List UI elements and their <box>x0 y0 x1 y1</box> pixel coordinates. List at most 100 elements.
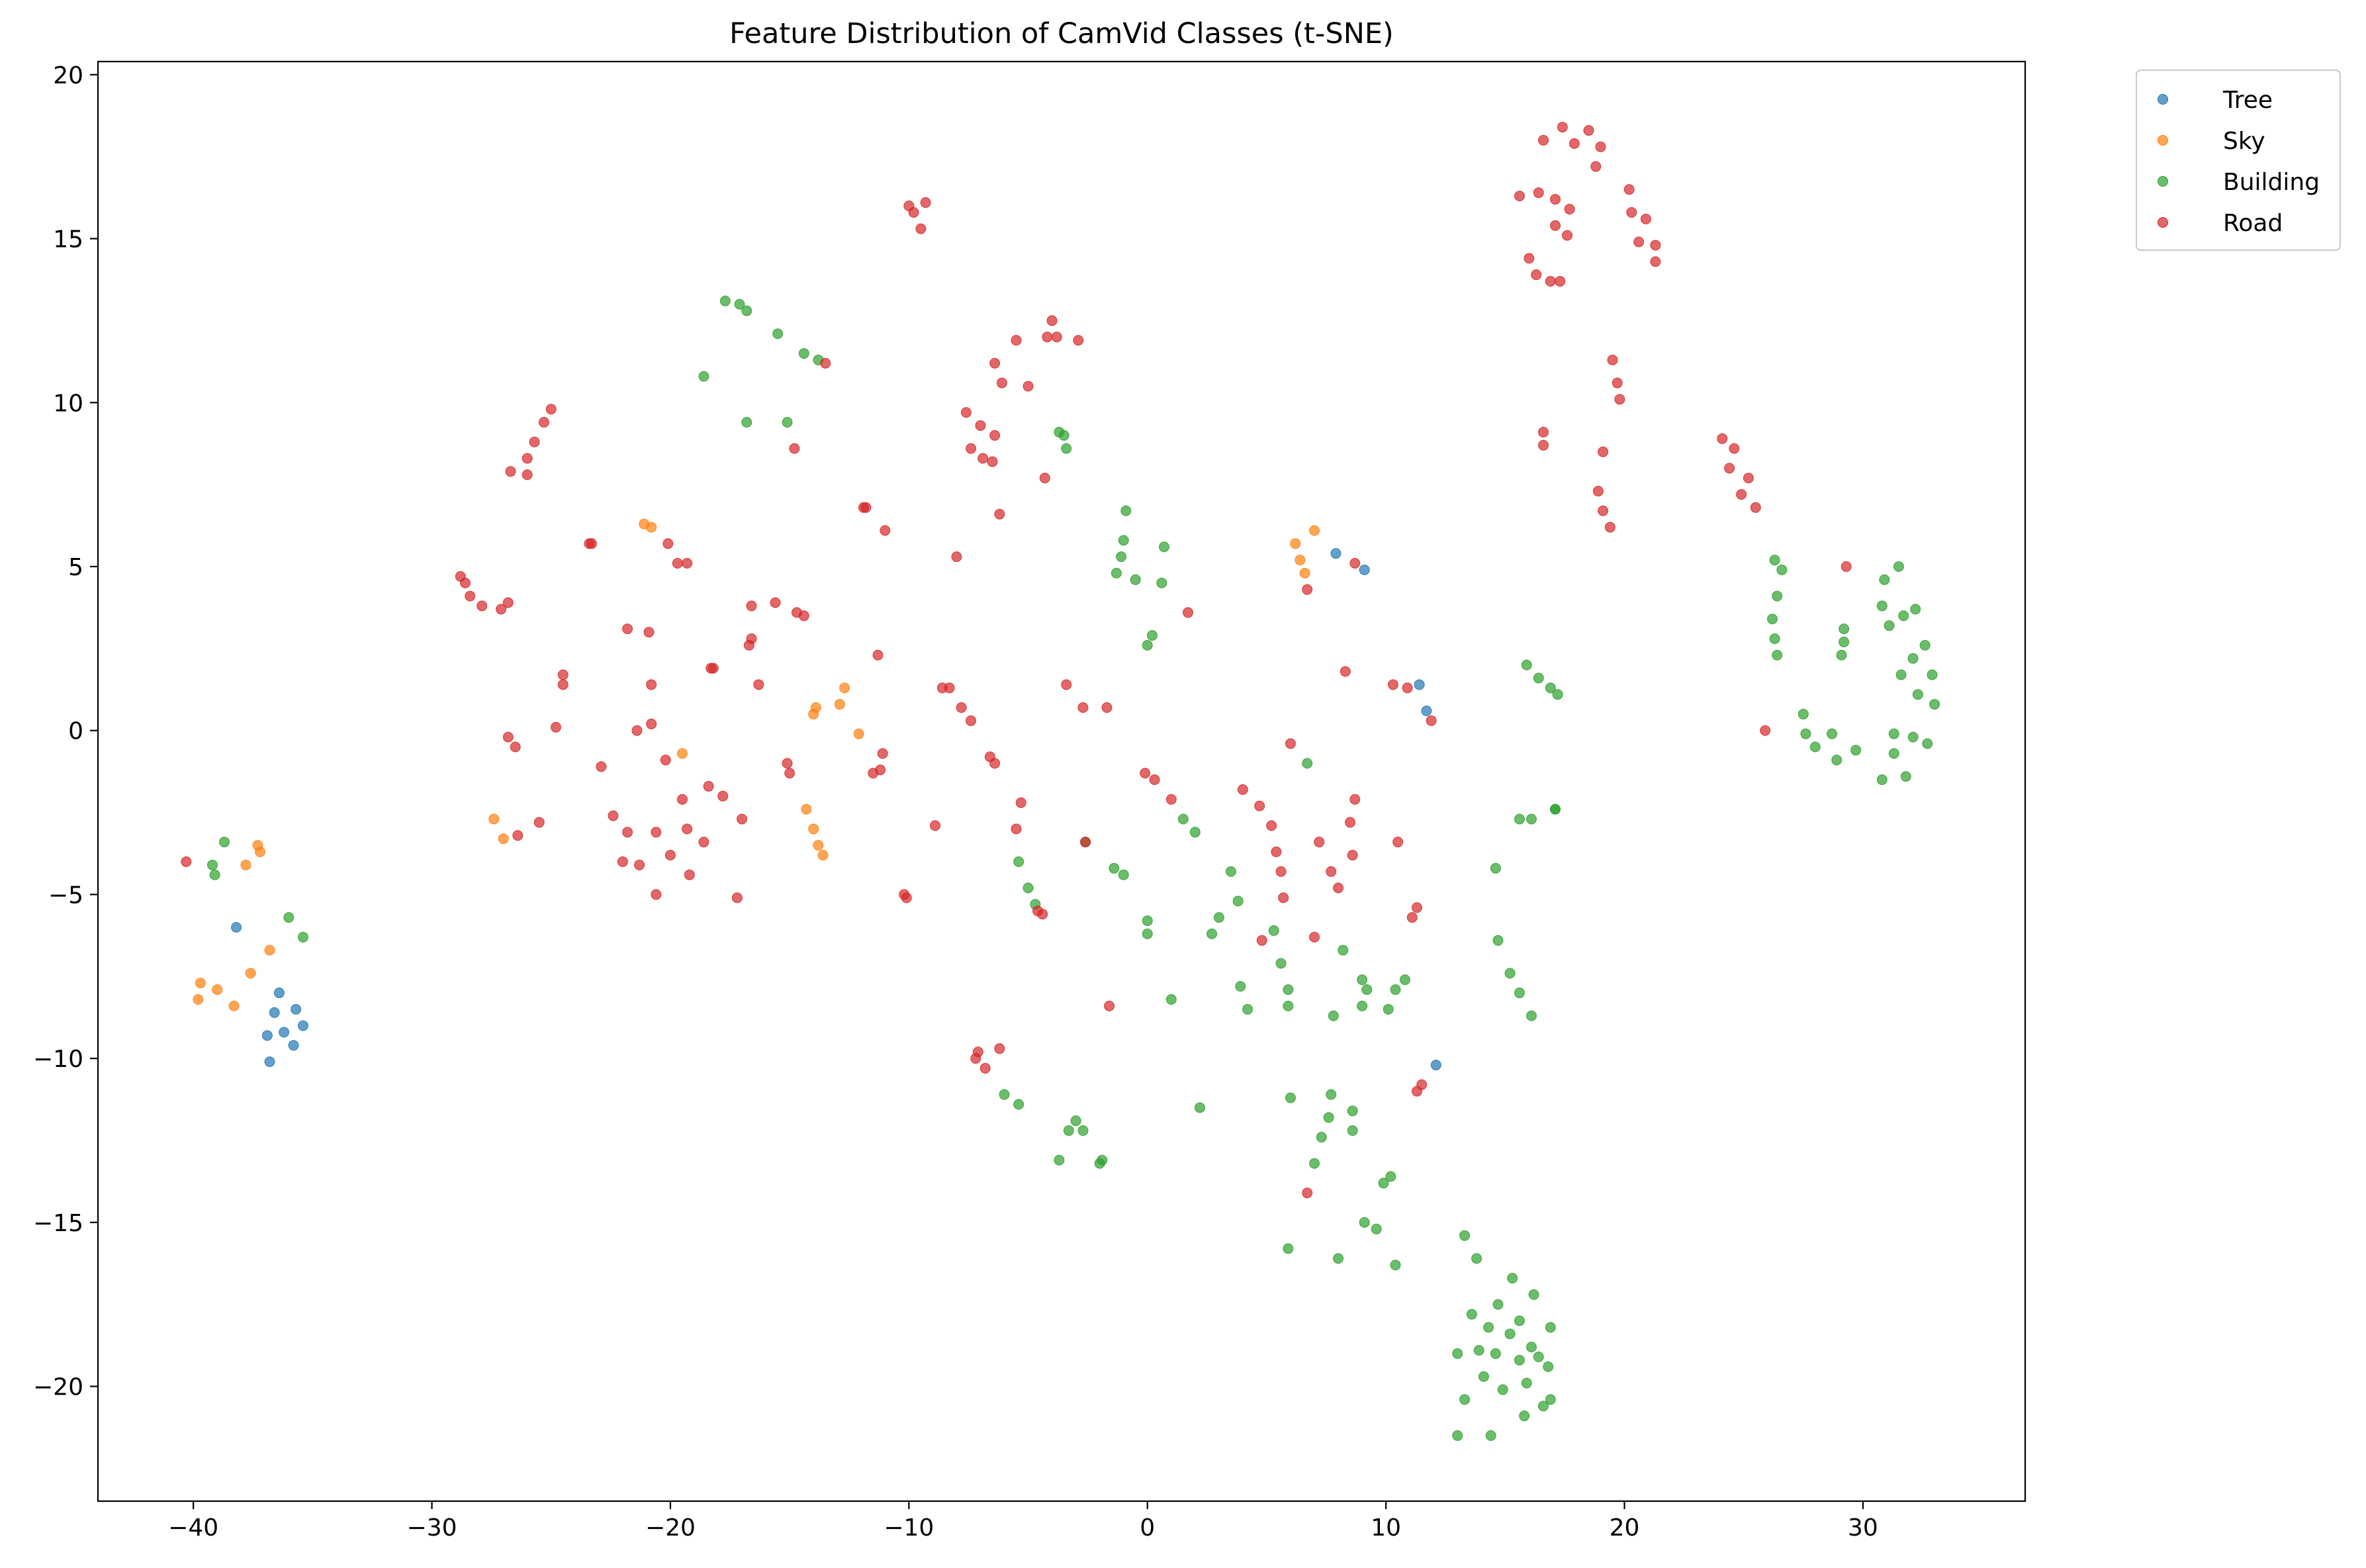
data-point <box>960 407 972 418</box>
data-point <box>1836 649 1847 661</box>
data-point <box>634 859 645 870</box>
data-point <box>1118 535 1129 546</box>
data-point <box>944 682 955 694</box>
data-point <box>1390 984 1401 995</box>
data-point <box>989 430 1001 441</box>
data-point <box>228 1000 240 1011</box>
data-point <box>1371 1223 1382 1234</box>
data-point <box>1347 1125 1358 1136</box>
data-point <box>1590 161 1602 172</box>
data-point <box>908 207 919 218</box>
data-point <box>545 404 557 415</box>
data-point <box>557 679 569 690</box>
data-point <box>1051 332 1062 343</box>
data-point <box>772 328 784 340</box>
data-point <box>1736 488 1747 500</box>
data-point <box>533 817 545 828</box>
data-point <box>231 921 242 933</box>
data-point <box>1290 538 1301 549</box>
data-point <box>1328 1010 1339 1021</box>
y-tick-label: −15 <box>33 1210 83 1237</box>
data-point <box>1827 728 1838 739</box>
data-point <box>1528 1289 1539 1300</box>
data-point <box>834 699 845 710</box>
data-point <box>586 538 598 549</box>
data-point <box>1037 909 1048 920</box>
data-point <box>1531 269 1542 281</box>
data-point <box>1595 141 1606 152</box>
data-point <box>1142 915 1153 927</box>
data-point <box>1266 820 1277 831</box>
data-point <box>1237 784 1248 795</box>
data-point <box>1359 564 1370 575</box>
data-point <box>703 780 714 792</box>
data-point <box>1326 866 1337 877</box>
data-point <box>1242 1003 1253 1015</box>
data-point <box>1426 715 1437 726</box>
data-point <box>1514 191 1525 202</box>
data-point <box>951 551 962 563</box>
data-point <box>972 1046 983 1058</box>
data-point <box>1545 1322 1556 1333</box>
data-point <box>741 416 752 428</box>
data-point <box>1275 866 1287 877</box>
data-point <box>622 827 633 838</box>
data-point <box>1189 827 1201 838</box>
data-point <box>698 371 709 382</box>
data-point <box>1724 463 1735 474</box>
data-point <box>1283 1243 1294 1254</box>
data-point <box>1023 381 1034 392</box>
data-point <box>1414 679 1425 690</box>
data-point <box>660 755 671 766</box>
data-point <box>808 823 819 835</box>
data-point <box>813 840 824 851</box>
data-point <box>1533 187 1544 199</box>
legend-label: Building <box>2223 169 2320 196</box>
data-point <box>209 869 220 880</box>
data-point <box>1452 1348 1463 1360</box>
data-point <box>1309 931 1320 943</box>
data-point <box>731 892 743 903</box>
data-point <box>1533 1352 1544 1363</box>
data-point <box>1769 555 1780 566</box>
x-tick-label: 0 <box>1140 1514 1155 1542</box>
chart-title: Feature Distribution of CamVid Classes (… <box>729 17 1394 50</box>
data-point <box>789 443 800 454</box>
data-point <box>1349 794 1361 805</box>
y-tick-label: 15 <box>53 226 83 254</box>
data-point <box>550 721 561 733</box>
x-tick-label: −40 <box>168 1514 218 1542</box>
data-point <box>646 522 657 533</box>
data-point <box>522 453 533 464</box>
data-point <box>1120 505 1132 516</box>
data-point <box>979 1063 991 1074</box>
data-point <box>1910 604 1921 615</box>
legend-box <box>2135 69 2342 252</box>
data-point <box>1514 813 1525 825</box>
data-point <box>1623 184 1635 195</box>
data-point <box>966 443 977 454</box>
data-point <box>684 869 695 880</box>
data-point <box>1776 564 1788 575</box>
data-point <box>676 794 688 805</box>
data-point <box>1330 548 1342 559</box>
data-point <box>1278 892 1289 903</box>
data-point <box>1039 473 1050 484</box>
data-point <box>1385 1171 1396 1182</box>
data-point <box>682 823 693 835</box>
data-point <box>1097 1154 1108 1166</box>
data-point <box>676 748 688 759</box>
data-point <box>966 715 977 726</box>
data-point <box>994 1043 1005 1054</box>
data-point <box>1907 653 1919 664</box>
data-point <box>1146 630 1158 641</box>
data-point <box>994 508 1005 520</box>
data-point <box>1538 134 1549 146</box>
data-point <box>1158 541 1169 553</box>
data-point <box>1545 1394 1556 1405</box>
data-point <box>719 295 731 306</box>
data-point <box>1013 856 1024 867</box>
data-point <box>1922 738 1933 749</box>
data-point <box>1545 275 1556 287</box>
